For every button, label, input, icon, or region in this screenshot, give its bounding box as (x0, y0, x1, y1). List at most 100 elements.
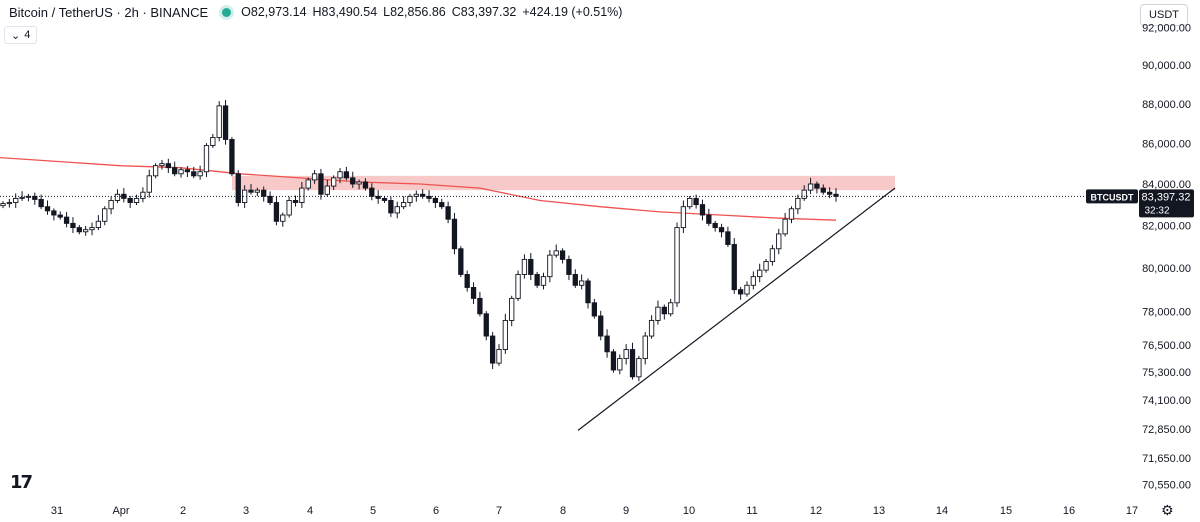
candle (610, 349, 617, 373)
candle-body-up (216, 105, 222, 138)
price-tick-label: 70,550.00 (1142, 479, 1191, 491)
candle (280, 212, 286, 227)
chart-header: Bitcoin / TetherUS · 2h · BINANCE O82,97… (0, 0, 622, 24)
candle-body-down (814, 183, 820, 189)
candle-body-up (776, 233, 782, 250)
candle-body-up (407, 195, 413, 203)
candle-body-up (782, 218, 788, 235)
candle-body-up (509, 297, 515, 321)
candle (585, 278, 591, 309)
settings-gear-icon[interactable]: ⚙ (1161, 502, 1174, 518)
price-tick-label: 76,500.00 (1142, 340, 1191, 352)
candle (127, 195, 133, 208)
candle-body-up (636, 358, 642, 378)
candle-body-down (591, 302, 598, 317)
time-tick-label: 16 (1063, 505, 1075, 517)
candle (19, 191, 25, 201)
candle-body-down (38, 198, 44, 208)
candle-body-up (133, 197, 140, 203)
candle-body-down (273, 202, 280, 222)
candle (757, 263, 763, 283)
high-label: H (312, 5, 322, 19)
tradingview-logo: 17 (10, 472, 33, 493)
time-tick-label: 9 (623, 505, 629, 517)
candle (820, 184, 826, 195)
candle (699, 199, 706, 221)
candle (521, 254, 528, 279)
symbol-tag-label: BTCUSDT (1091, 192, 1134, 202)
candle-body-down (184, 169, 191, 173)
time-tick-label: 5 (370, 505, 376, 517)
market-open-status-icon (222, 7, 232, 17)
candle-body-up (356, 181, 362, 185)
candle-body-up (89, 227, 95, 231)
candle-body-up (108, 200, 114, 210)
candle (407, 193, 413, 207)
candle-body-down (477, 297, 483, 315)
candle-body-up (331, 177, 337, 187)
candle-body-up (254, 189, 261, 193)
time-tick-label: Apr (112, 505, 129, 517)
candle (807, 177, 814, 195)
candle-body-up (763, 261, 769, 271)
candle (801, 185, 807, 201)
candle (432, 195, 439, 208)
candle-body-up (642, 335, 648, 360)
indicators-toggle-button[interactable]: ⌄ 4 (4, 26, 38, 44)
open-label: O (241, 5, 251, 19)
candle (235, 170, 241, 207)
candle-body-up (655, 306, 661, 321)
candle-body-down (76, 227, 82, 233)
candle (292, 195, 299, 207)
symbol-title[interactable]: Bitcoin / TetherUS · 2h · BINANCE (9, 4, 209, 20)
candle-body-up (680, 206, 687, 229)
candle (203, 143, 210, 178)
price-tick-label: 75,300.00 (1142, 367, 1191, 379)
price-tick-label: 82,000.00 (1142, 220, 1191, 232)
candle-body-up (159, 163, 165, 167)
candle-body-down (267, 195, 273, 203)
candle (229, 137, 235, 177)
candle (687, 195, 693, 210)
candle-body-down (63, 216, 70, 224)
time-tick-label: 3 (243, 505, 249, 517)
candle-body-down (127, 197, 133, 203)
candle-body-down (343, 171, 350, 179)
price-tick-label: 78,000.00 (1142, 307, 1191, 319)
candle-body-down (629, 349, 636, 378)
candle (458, 246, 464, 278)
candle (445, 201, 451, 224)
candle-body-up (674, 227, 680, 304)
candle (655, 300, 661, 325)
candle (191, 166, 197, 179)
candle (826, 187, 833, 199)
candle-body-up (744, 284, 750, 295)
candle-body-up (83, 229, 89, 233)
candle (369, 183, 375, 201)
candle-body-down (318, 173, 324, 195)
candle-body-up (210, 137, 216, 146)
candle-body-up (496, 349, 502, 364)
candle (642, 332, 648, 365)
currency-button[interactable]: USDT (1140, 4, 1188, 26)
candle-body-down (439, 202, 445, 208)
candle-body-down (534, 274, 540, 286)
candle (623, 344, 629, 365)
last-price-value: 83,397.32 (1142, 191, 1191, 203)
candle-body-down (32, 195, 38, 200)
price-tick-label: 74,100.00 (1142, 395, 1191, 407)
candle (833, 188, 839, 202)
candle (617, 354, 623, 375)
candle-body-down (693, 197, 699, 206)
candle-body-up (769, 248, 776, 263)
candle (674, 222, 680, 307)
candle (693, 194, 699, 209)
candle (108, 196, 114, 215)
candle-body-down (432, 197, 439, 203)
candle (337, 168, 343, 184)
candle-body-down (369, 187, 375, 197)
candle (553, 244, 559, 258)
bar-countdown: 32:32 (1144, 205, 1169, 216)
time-tick-label: 6 (433, 505, 439, 517)
